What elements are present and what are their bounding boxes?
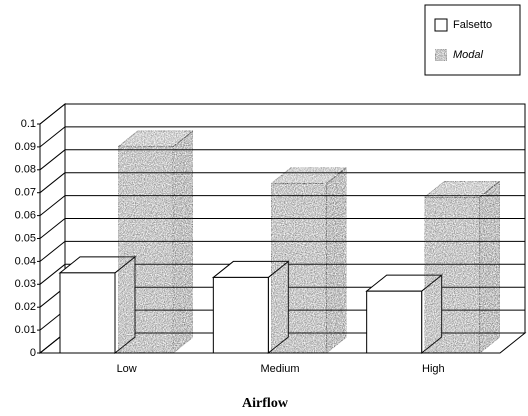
legend-label: Falsetto [453,19,492,31]
bar [116,129,195,355]
bar [423,180,502,355]
grid-line [39,241,66,262]
y-tick-label: 0.1 [21,118,36,130]
y-tick-label: 0.07 [15,187,36,199]
y-tick-label: 0.08 [15,164,36,176]
bar-front [117,146,174,354]
y-tick-label: 0.04 [15,255,36,267]
y-tick-label: 0.09 [15,141,36,153]
legend: Falsetto Modal [424,4,521,76]
legend-label: Modal [453,49,484,61]
x-axis-label: Airflow [242,396,289,411]
grid-line [39,103,66,125]
y-tick-label: 0.06 [15,210,36,222]
bar-front [59,272,116,354]
y-tick-label: 0.01 [15,324,36,336]
grid-line [39,126,66,148]
grid-line [39,263,66,285]
bar-front [212,276,269,354]
y-tick-label: 0.05 [15,232,36,244]
grid-line [39,149,66,171]
legend-swatch [434,48,448,62]
x-tick-label: High [422,363,445,375]
bar-front [424,196,481,354]
bar-side [172,129,194,355]
legend-swatch [434,18,448,32]
x-tick-label: Medium [260,363,299,375]
bar [211,260,290,355]
bar [269,166,348,355]
bar-front [366,290,423,354]
bar-front [270,183,327,354]
grid-line [39,218,66,239]
y-tick-label: 0 [30,347,36,359]
bar-side [479,180,501,355]
grid-line [39,172,66,194]
x-tick-label: Low [117,363,137,375]
grid-line [39,195,66,216]
y-tick-label: 0.02 [15,301,36,313]
legend-box [424,4,521,76]
bar-side [325,166,347,355]
y-tick-label: 0.03 [15,278,36,290]
